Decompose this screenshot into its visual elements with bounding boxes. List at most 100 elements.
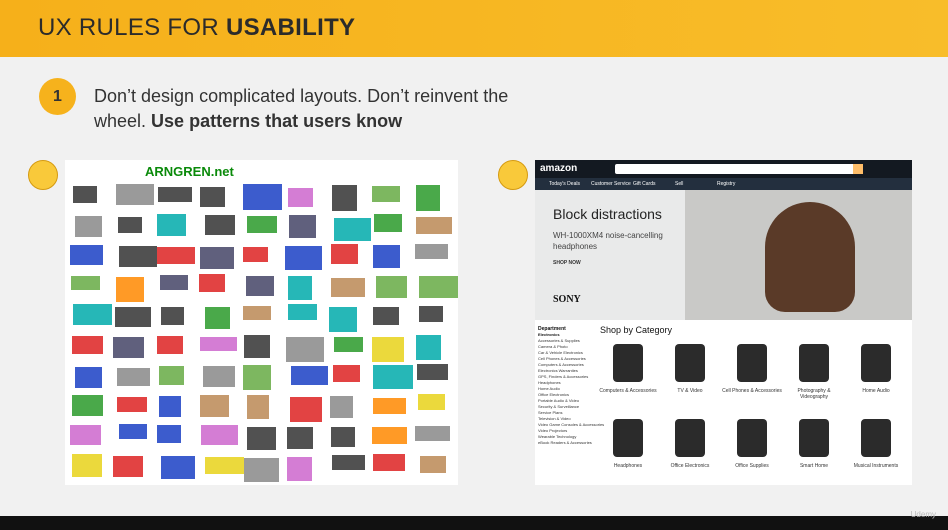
category-label[interactable]: Photography & Videography bbox=[797, 388, 831, 400]
category-label[interactable]: Musical Instruments bbox=[853, 463, 899, 469]
clutter-block bbox=[156, 335, 183, 355]
department-link[interactable]: Service Plans bbox=[538, 410, 563, 415]
thinking-emoji bbox=[28, 160, 58, 190]
clutter-block bbox=[416, 185, 440, 211]
clutter-block bbox=[199, 336, 238, 352]
clutter-block bbox=[71, 454, 102, 477]
clutter-block bbox=[247, 215, 277, 233]
clutter-block bbox=[243, 184, 282, 210]
nav-link[interactable]: Registry bbox=[717, 181, 736, 187]
clutter-block bbox=[118, 424, 147, 440]
department-link[interactable]: Accessories & Supplies bbox=[538, 338, 580, 343]
clutter-block bbox=[374, 214, 403, 233]
clutter-block bbox=[72, 304, 113, 325]
person-photo bbox=[765, 202, 855, 312]
clutter-block bbox=[74, 366, 102, 388]
department-link[interactable]: Video Projectors bbox=[538, 428, 568, 433]
category-label[interactable]: Headphones bbox=[613, 463, 643, 469]
search-box[interactable] bbox=[615, 164, 855, 174]
category-image[interactable] bbox=[861, 419, 891, 457]
clutter-block bbox=[71, 335, 103, 354]
department-link[interactable]: Security & Surveillance bbox=[538, 404, 580, 409]
category-label[interactable]: Home Audio bbox=[862, 388, 890, 394]
department-link[interactable]: Portable Audio & Video bbox=[538, 398, 580, 403]
clutter-block bbox=[372, 397, 406, 414]
clutter-block bbox=[419, 456, 447, 474]
clutter-block bbox=[416, 335, 441, 361]
clutter-block bbox=[418, 394, 445, 410]
clutter-block bbox=[204, 457, 244, 474]
clutter-block bbox=[159, 275, 189, 290]
clutter-block bbox=[72, 186, 98, 204]
clutter-block bbox=[419, 306, 443, 323]
nav-link[interactable]: Sell bbox=[675, 181, 684, 187]
clutter-block bbox=[417, 364, 448, 381]
category-image[interactable] bbox=[675, 344, 705, 382]
clutter-block bbox=[286, 427, 314, 449]
clutter-block bbox=[288, 304, 318, 321]
department-link[interactable]: Camera & Photo bbox=[538, 344, 568, 349]
department-link[interactable]: Video Game Consoles & Accessories bbox=[538, 422, 605, 427]
department-link[interactable]: GPS, Finders & Accessories bbox=[538, 374, 589, 379]
department-link[interactable]: eBook Readers & Accessories bbox=[538, 440, 592, 445]
clutter-block bbox=[157, 187, 192, 203]
footer-bar bbox=[0, 516, 948, 530]
clutter-block bbox=[333, 365, 360, 383]
department-link[interactable]: Home Audio bbox=[538, 386, 560, 391]
clutter-block bbox=[70, 275, 101, 290]
department-link[interactable]: Headphones bbox=[538, 380, 561, 385]
clutter-block bbox=[243, 335, 270, 359]
department-link[interactable]: Electronics Warranties bbox=[538, 368, 578, 373]
category-image[interactable] bbox=[737, 419, 767, 457]
department-link[interactable]: Office Electronics bbox=[538, 392, 570, 397]
clutter-block bbox=[158, 395, 181, 418]
nav-link[interactable]: Today's Deals bbox=[549, 181, 580, 187]
category-image[interactable] bbox=[737, 344, 767, 382]
clutter-block bbox=[70, 245, 103, 265]
section-title: Shop by Category bbox=[600, 325, 673, 335]
category-label[interactable]: TV & Video bbox=[677, 388, 703, 394]
department-link[interactable]: Computers & Accessories bbox=[538, 362, 584, 367]
clutter-block bbox=[414, 425, 451, 441]
clutter-block bbox=[414, 244, 449, 260]
category-image[interactable] bbox=[613, 344, 643, 382]
department-link[interactable]: Electronics bbox=[538, 332, 560, 337]
clutter-block bbox=[115, 307, 152, 328]
shop-now[interactable]: SHOP NOW bbox=[553, 260, 581, 266]
nav-link[interactable]: Gift Cards bbox=[633, 181, 656, 187]
category-label[interactable]: Office Electronics bbox=[670, 463, 710, 469]
site-logo: ARNGREN.net bbox=[145, 164, 234, 179]
nav-link[interactable]: Customer Service bbox=[591, 181, 631, 187]
clutter-block bbox=[116, 184, 154, 206]
clutter-block bbox=[199, 246, 235, 269]
clutter-block bbox=[286, 336, 325, 362]
category-image[interactable] bbox=[861, 344, 891, 382]
category-label[interactable]: Cell Phones & Accessories bbox=[722, 388, 782, 394]
department-link[interactable]: Car & Vehicle Electronics bbox=[538, 350, 583, 355]
category-label[interactable]: Smart Home bbox=[799, 463, 829, 469]
department-link[interactable]: Wearable Technology bbox=[538, 434, 577, 439]
category-image[interactable] bbox=[675, 419, 705, 457]
clutter-block bbox=[333, 337, 364, 353]
clutter-block bbox=[376, 275, 408, 299]
search-button[interactable] bbox=[853, 164, 863, 174]
category-image[interactable] bbox=[799, 419, 829, 457]
department-link[interactable]: Cell Phones & Accessories bbox=[538, 356, 586, 361]
clutter-block bbox=[372, 186, 401, 203]
category-label[interactable]: Office Supplies bbox=[735, 463, 769, 469]
clutter-block bbox=[113, 455, 144, 477]
clutter-block bbox=[331, 455, 365, 471]
clutter-block bbox=[160, 455, 196, 479]
clutter-block bbox=[373, 244, 401, 269]
clutter-block bbox=[287, 187, 314, 207]
rule-text: Don’t design complicated layouts. Don’t … bbox=[94, 86, 509, 131]
clutter-block bbox=[204, 215, 235, 236]
clutter-block bbox=[117, 367, 151, 386]
clutter-block bbox=[373, 365, 413, 390]
department-link[interactable]: Television & Video bbox=[538, 416, 571, 421]
category-image[interactable] bbox=[613, 419, 643, 457]
clutter-block bbox=[161, 306, 185, 326]
step-number: 1 bbox=[39, 78, 76, 115]
category-image[interactable] bbox=[799, 344, 829, 382]
category-label[interactable]: Computers & Accessories bbox=[599, 388, 657, 394]
